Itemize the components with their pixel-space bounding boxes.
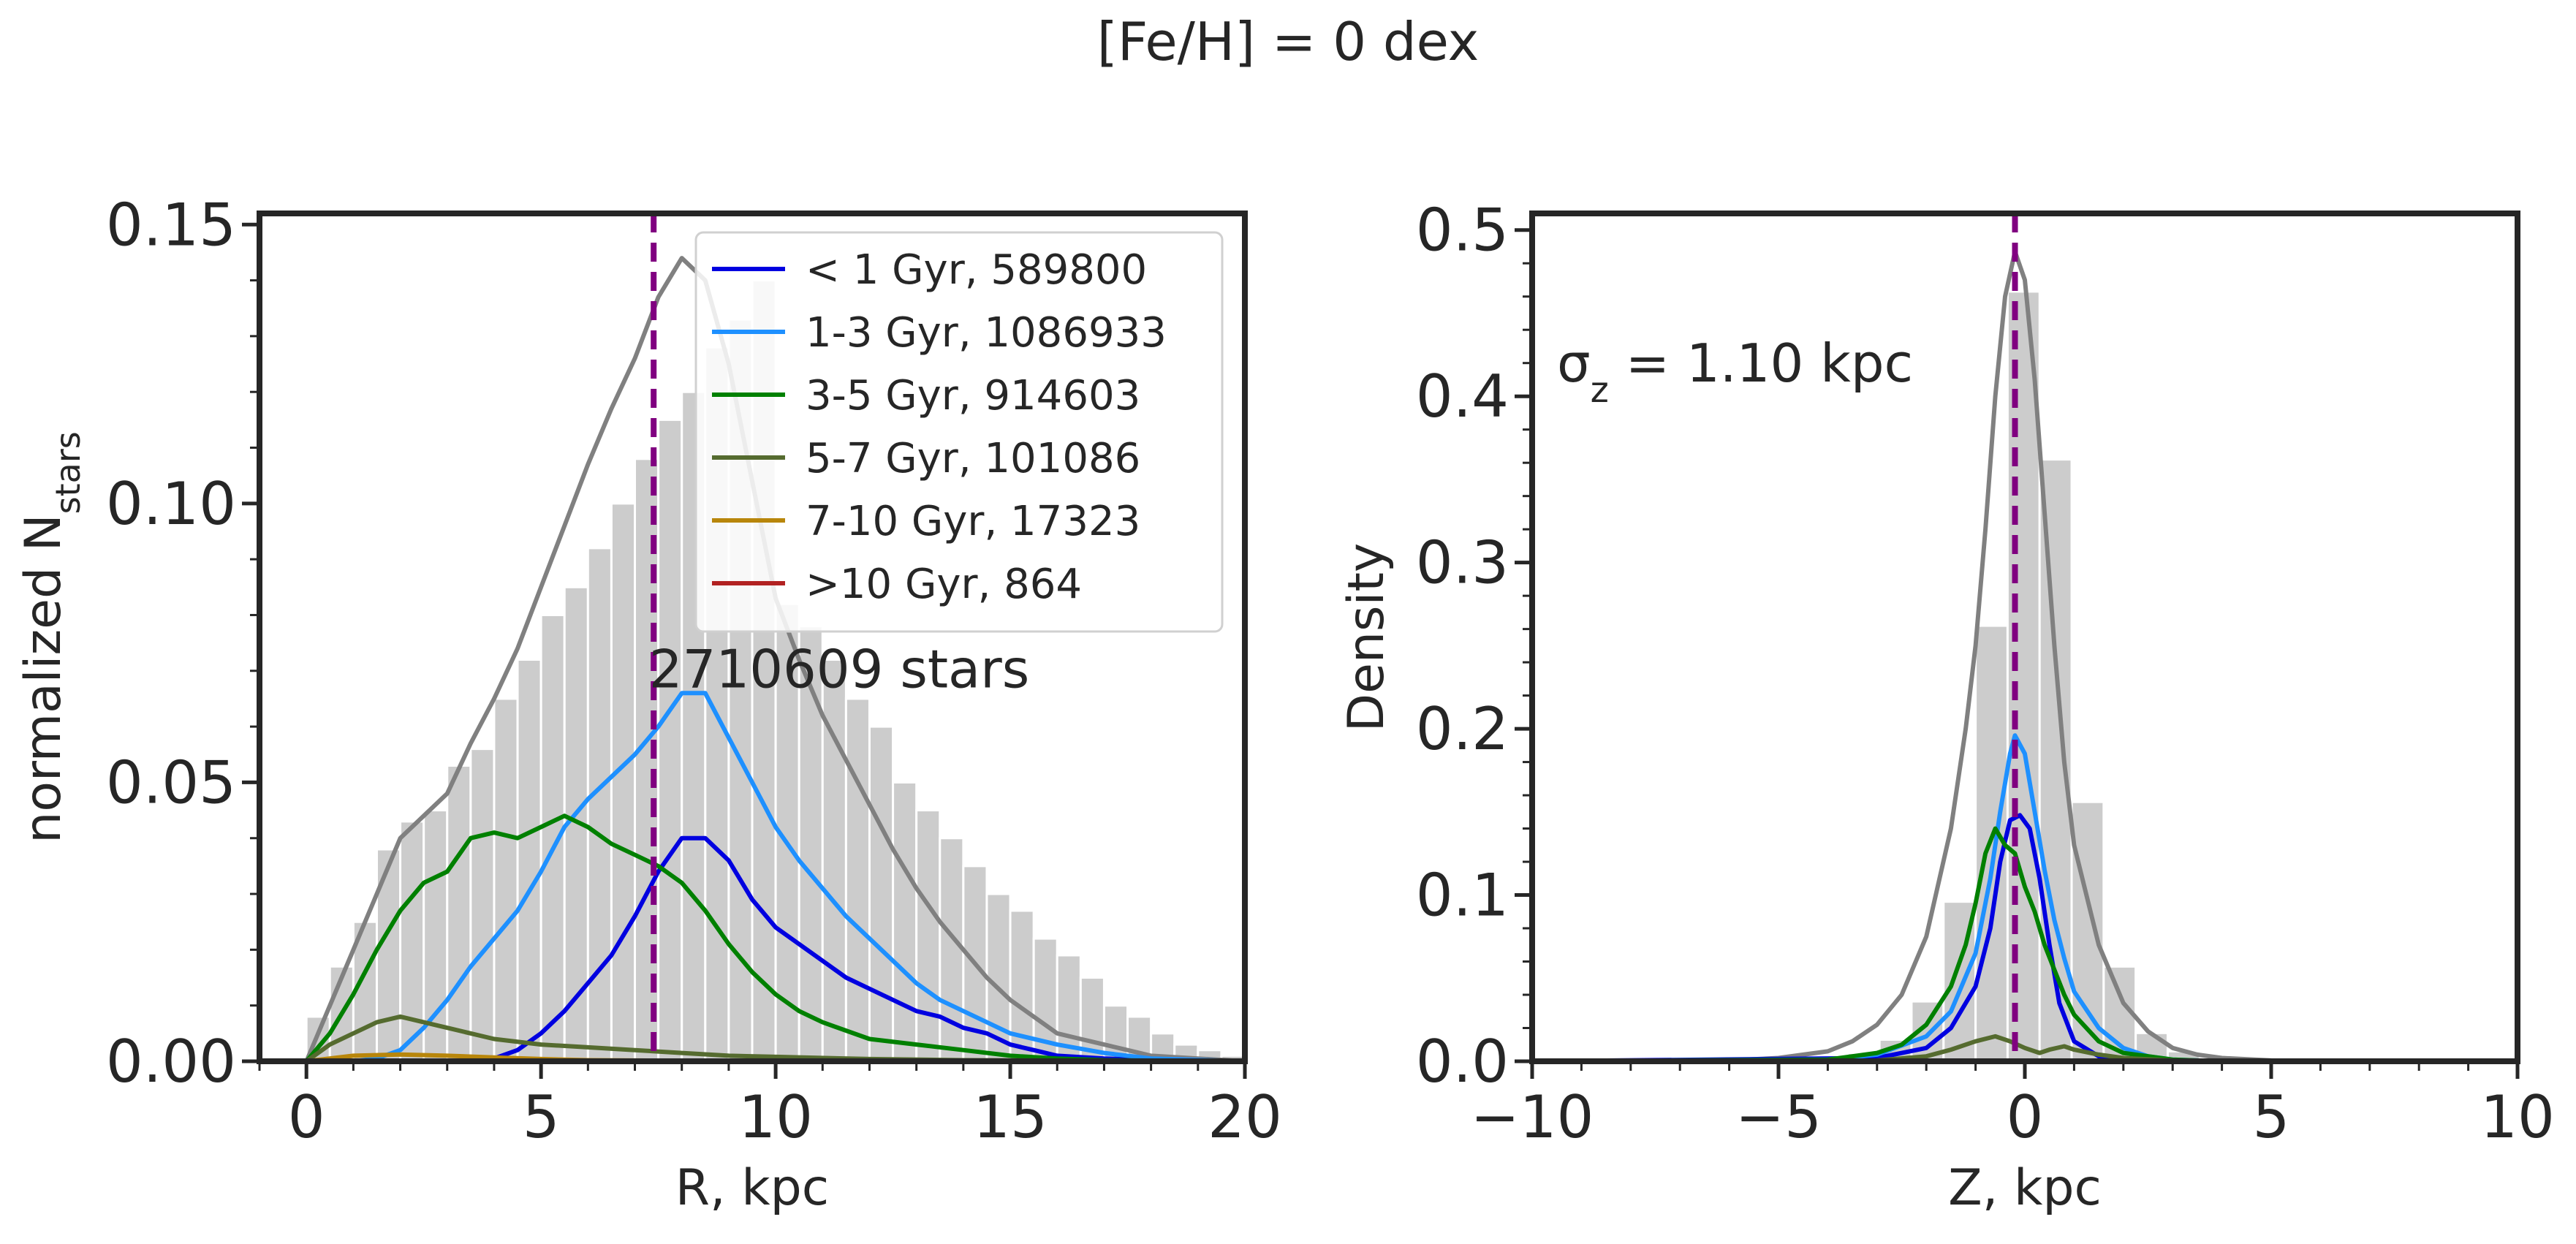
histogram-bar bbox=[493, 697, 519, 1063]
x-tick-label: 20 bbox=[1208, 1083, 1282, 1151]
kde-line-5-7-gyr bbox=[1531, 1033, 2518, 1063]
y-tick-label: 0.00 bbox=[106, 1028, 236, 1096]
sigma-subscript: z bbox=[1591, 370, 1609, 411]
histogram-bar bbox=[469, 748, 496, 1063]
y-tick-label: 0.05 bbox=[106, 748, 236, 816]
y-axis-label-subscript: stars bbox=[48, 431, 88, 514]
histogram-bar bbox=[399, 820, 425, 1063]
kde-line-1-3-gyr-1086933 bbox=[306, 691, 1246, 1063]
y-tick-label: 0.3 bbox=[1416, 529, 1509, 597]
legend-entry: 7-10 Gyr, 17323 bbox=[806, 498, 1140, 545]
y-tick-label: 0.10 bbox=[106, 470, 236, 538]
x-tick-label: 5 bbox=[523, 1083, 560, 1151]
y-tick-label: 0.5 bbox=[1416, 197, 1509, 265]
y-axis-label: Density bbox=[1338, 543, 1395, 732]
radial-distribution-chart: 0 5 10 15 20 0.00 0.05 0.10 0.15 R, kpc normalized… bbox=[15, 191, 1282, 1217]
histogram-bar bbox=[844, 697, 871, 1063]
x-axis-label: R, kpc bbox=[675, 1159, 829, 1217]
y-tick-label: 0.0 bbox=[1416, 1028, 1509, 1096]
x-tick-label: 15 bbox=[973, 1083, 1048, 1151]
x-tick-label: 10 bbox=[2480, 1083, 2555, 1151]
kde-line-3-5-gyr bbox=[1531, 826, 2518, 1063]
figure-title: [Fe/H] = 0 dex bbox=[1097, 11, 1480, 72]
y-tick-label: 0.4 bbox=[1416, 363, 1509, 431]
legend-entry: < 1 Gyr, 589800 bbox=[806, 246, 1147, 294]
kde-line-3-5-gyr-914603 bbox=[304, 813, 1246, 1063]
x-tick-label: −10 bbox=[1471, 1083, 1594, 1151]
histogram-bar bbox=[586, 547, 613, 1063]
histogram-bar bbox=[446, 765, 472, 1063]
legend-box bbox=[694, 231, 1224, 633]
histogram-bar bbox=[868, 725, 895, 1063]
legend-entry: >10 Gyr, 864 bbox=[806, 561, 1082, 608]
x-tick-label: 5 bbox=[2253, 1083, 2290, 1151]
axes-frame bbox=[257, 211, 1248, 1064]
x-tick-label: −5 bbox=[1735, 1083, 1822, 1151]
kde-line-5-7-gyr-101086 bbox=[305, 1014, 1246, 1063]
kde-line-total bbox=[1531, 249, 2518, 1063]
vertical-distribution-chart: −10 −5 0 5 10 0.0 0.1 0.2 0.3 0.4 0.5 Z, kpc Density… bbox=[1338, 197, 2555, 1217]
legend: < 1 Gyr, 589800 1-3 Gyr, 1086933 3-5 Gyr, … bbox=[694, 231, 1224, 633]
histogram-bar bbox=[915, 809, 942, 1063]
sigma-value: = 1.10 kpc bbox=[1609, 333, 1913, 394]
y-tick-label: 0.2 bbox=[1416, 695, 1509, 763]
sigma-z-annotation: σz = 1.10 kpc bbox=[1557, 333, 1913, 411]
y-axis-label-main: normalized N bbox=[15, 514, 72, 843]
sigma-symbol: σ bbox=[1557, 333, 1591, 394]
histogram-bar bbox=[516, 659, 542, 1063]
x-tick-label: 10 bbox=[738, 1083, 813, 1151]
star-count-annotation: 2710609 stars bbox=[649, 639, 1030, 700]
kde-line-1-3-gyr bbox=[1531, 733, 2518, 1063]
legend-entry: 1-3 Gyr, 1086933 bbox=[806, 309, 1167, 357]
y-tick-label: 0.1 bbox=[1416, 862, 1509, 930]
x-tick-label: 0 bbox=[2007, 1083, 2044, 1151]
legend-entry: 3-5 Gyr, 914603 bbox=[806, 372, 1140, 420]
histogram-bar bbox=[657, 418, 683, 1063]
y-tick-label: 0.15 bbox=[106, 191, 236, 259]
histogram-bar bbox=[892, 781, 918, 1063]
x-tick-label: 0 bbox=[288, 1083, 325, 1151]
kde-line-1-gyr-589800 bbox=[306, 835, 1246, 1063]
y-axis-label: normalized Nstars bbox=[15, 431, 88, 843]
x-axis-label: Z, kpc bbox=[1948, 1159, 2102, 1217]
histogram-bar bbox=[2070, 800, 2105, 1063]
legend-entry: 5-7 Gyr, 101086 bbox=[806, 435, 1140, 482]
histogram-bar bbox=[610, 502, 637, 1063]
